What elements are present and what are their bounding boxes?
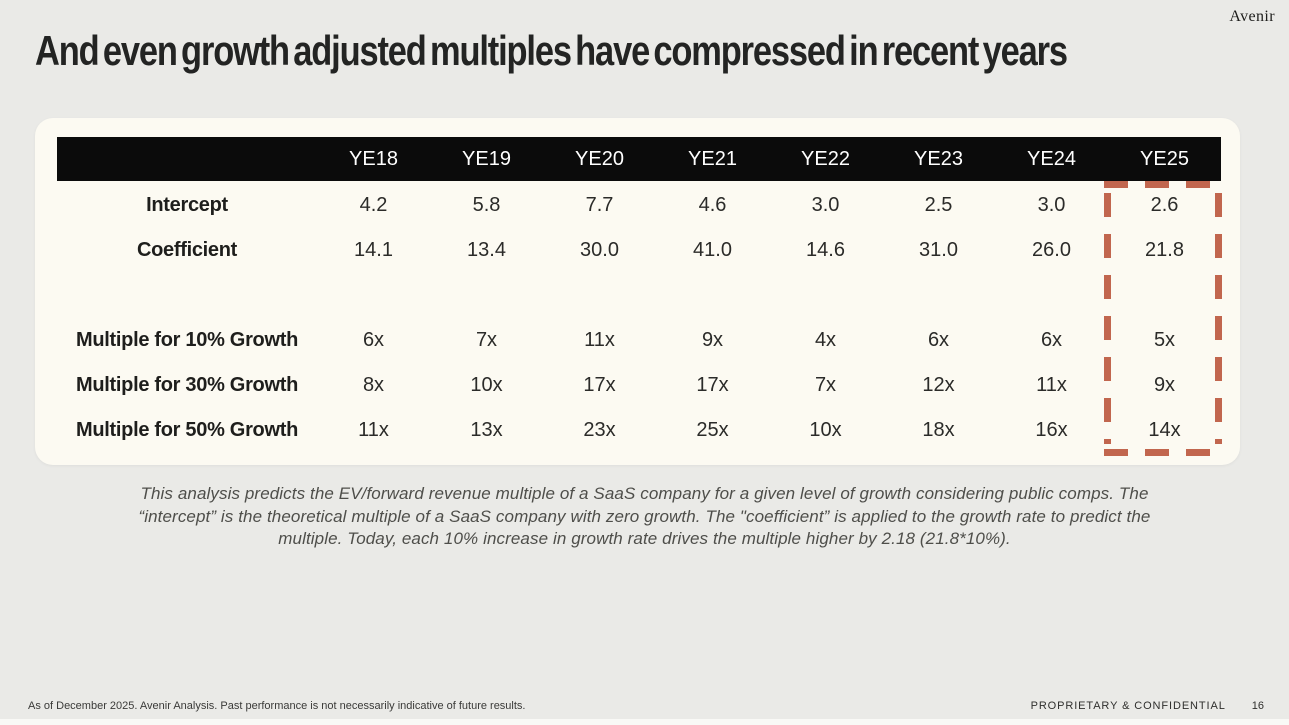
table-row: Multiple for 30% Growth 8x 10x 17x 17x 7x 12x 1… (57, 363, 1221, 408)
table-cell: 5.8 (472, 194, 501, 216)
table-cell: 5x (1153, 329, 1176, 351)
table-cell: 17x (583, 374, 616, 396)
row-label: Multiple for 50% Growth (76, 419, 298, 441)
table-cell: 11x (358, 419, 389, 441)
row-label: Multiple for 10% Growth (76, 329, 298, 351)
multiples-table: YE18 YE19 YE20 YE21 YE22 YE23 YE24 YE25 Interce… (57, 137, 1221, 453)
footnote: This analysis predicts the EV/forward re… (0, 483, 1289, 551)
table-cell: 18x (922, 419, 955, 441)
table-cell: 3.0 (811, 194, 840, 216)
confidential-label: PROPRIETARY & CONFIDENTIAL (1030, 700, 1226, 712)
table-cell: 2.5 (924, 194, 953, 216)
footnote-line: This analysis predicts the EV/forward re… (140, 484, 1149, 503)
table-cell: 31.0 (919, 239, 958, 261)
table-cell: 3.0 (1037, 194, 1066, 216)
table-cell: 4x (814, 329, 837, 351)
row-label: Intercept (146, 194, 228, 216)
table-cell: 13.4 (467, 239, 506, 261)
footnote-line: multiple. Today, each 10% increase in gr… (278, 529, 1011, 548)
table-row: Multiple for 10% Growth 6x 7x 11x 9x 4x 6x 6x 5x (57, 318, 1221, 363)
table-row: Intercept 4.2 5.8 7.7 4.6 3.0 2.5 3.0 2.6 (57, 183, 1221, 228)
table-cell: 10x (470, 374, 503, 396)
column-header: YE19 (462, 147, 511, 170)
table-cell: 6x (362, 329, 385, 351)
table-cell: 6x (1040, 329, 1063, 351)
column-header: YE25 (1140, 147, 1189, 170)
table-cell: 23x (583, 419, 616, 441)
table-cell: 11x (1036, 374, 1067, 396)
table-cell: 13x (470, 419, 503, 441)
table-cell: 8x (362, 374, 385, 396)
table-cell: 2.6 (1150, 194, 1179, 216)
table-cell: 6x (927, 329, 950, 351)
page-number: 16 (1251, 700, 1264, 712)
table-cell: 14.1 (354, 239, 393, 261)
table-cell: 12x (922, 374, 955, 396)
table-cell: 11x (584, 329, 615, 351)
table-cell: 25x (696, 419, 729, 441)
table-cell: 30.0 (580, 239, 619, 261)
table-group: Multiple for 10% Growth 6x 7x 11x 9x 4x 6x 6x 5x… (57, 318, 1221, 453)
brand-logo: Avenir (1229, 8, 1275, 25)
footer-right: PROPRIETARY & CONFIDENTIAL 16 (1031, 700, 1264, 712)
table-cell: 41.0 (693, 239, 732, 261)
table-group: Intercept 4.2 5.8 7.7 4.6 3.0 2.5 3.0 2.6 Coeffic… (57, 183, 1221, 273)
table-cell: 9x (1153, 374, 1176, 396)
table-cell: 14x (1148, 419, 1181, 441)
table-cell: 14.6 (806, 239, 845, 261)
table-header-row: YE18 YE19 YE20 YE21 YE22 YE23 YE24 YE25 (57, 137, 1221, 181)
column-header: YE21 (688, 147, 737, 170)
column-header: YE23 (914, 147, 963, 170)
table-cell: 9x (701, 329, 724, 351)
table-cell: 26.0 (1032, 239, 1071, 261)
table-cell: 16x (1035, 419, 1068, 441)
table-cell: 7x (814, 374, 837, 396)
table-cell: 10x (809, 419, 842, 441)
table-row: Coefficient 14.1 13.4 30.0 41.0 14.6 31.0 26.0 2… (57, 228, 1221, 273)
table-cell: 4.6 (698, 194, 727, 216)
table-row: Multiple for 50% Growth 11x 13x 23x 25x 10x 18… (57, 408, 1221, 453)
slide-bottom-edge (0, 719, 1289, 725)
footnote-line: “intercept” is the theoretical multiple … (138, 506, 1151, 526)
page-title: And even growth adjusted multiples have … (35, 27, 1068, 74)
table-cell: 7.7 (585, 194, 614, 216)
data-card: YE18 YE19 YE20 YE21 YE22 YE23 YE24 YE25 Interce… (35, 118, 1240, 465)
row-label: Multiple for 30% Growth (76, 374, 298, 396)
column-header: YE18 (349, 147, 398, 170)
table-cell: 4.2 (359, 194, 388, 216)
column-header: YE20 (575, 147, 624, 170)
footer-disclaimer: As of December 2025. Avenir Analysis. Pa… (28, 700, 526, 712)
table-body: Intercept 4.2 5.8 7.7 4.6 3.0 2.5 3.0 2.6 Coeffic… (57, 183, 1221, 453)
column-header: YE24 (1027, 147, 1076, 170)
column-header: YE22 (801, 147, 850, 170)
table-cell: 17x (696, 374, 729, 396)
table-cell: 7x (475, 329, 498, 351)
row-label: Coefficient (136, 239, 238, 261)
table-cell: 21.8 (1145, 239, 1184, 261)
